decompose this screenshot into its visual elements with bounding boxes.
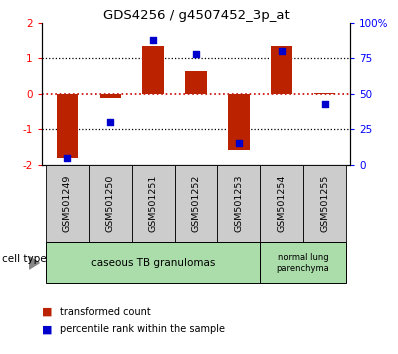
Text: GSM501250: GSM501250 [106,175,115,232]
Point [150,37,156,43]
Text: GSM501252: GSM501252 [191,175,201,232]
Point [321,101,328,107]
Text: ■: ■ [42,324,52,334]
Bar [175,165,217,242]
Point [64,155,71,160]
Text: GSM501254: GSM501254 [277,175,286,232]
Text: caseous TB granulomas: caseous TB granulomas [91,258,215,268]
Bar [46,242,260,283]
Bar [185,71,207,94]
Bar [314,93,335,94]
Point [193,51,199,57]
Text: cell type: cell type [2,254,47,264]
Text: GSM501253: GSM501253 [234,175,243,232]
Polygon shape [29,257,39,269]
Text: GSM501251: GSM501251 [149,175,158,232]
Bar [271,46,293,94]
Bar [46,165,89,242]
Text: GSM501255: GSM501255 [320,175,329,232]
Bar [217,165,260,242]
Title: GDS4256 / g4507452_3p_at: GDS4256 / g4507452_3p_at [103,9,289,22]
Point [107,119,113,125]
Text: normal lung
parenchyma: normal lung parenchyma [277,253,330,273]
Text: ■: ■ [42,307,52,316]
Bar [260,165,303,242]
Bar [260,242,346,283]
Bar [142,46,164,94]
Bar [228,94,250,150]
Text: percentile rank within the sample: percentile rank within the sample [60,324,225,334]
Bar [89,165,132,242]
Text: GSM501249: GSM501249 [63,175,72,232]
Point [236,141,242,146]
Bar [57,94,78,158]
Bar [100,94,121,98]
Text: transformed count: transformed count [60,307,150,316]
Point [279,48,285,54]
Bar [303,165,346,242]
Bar [132,165,175,242]
